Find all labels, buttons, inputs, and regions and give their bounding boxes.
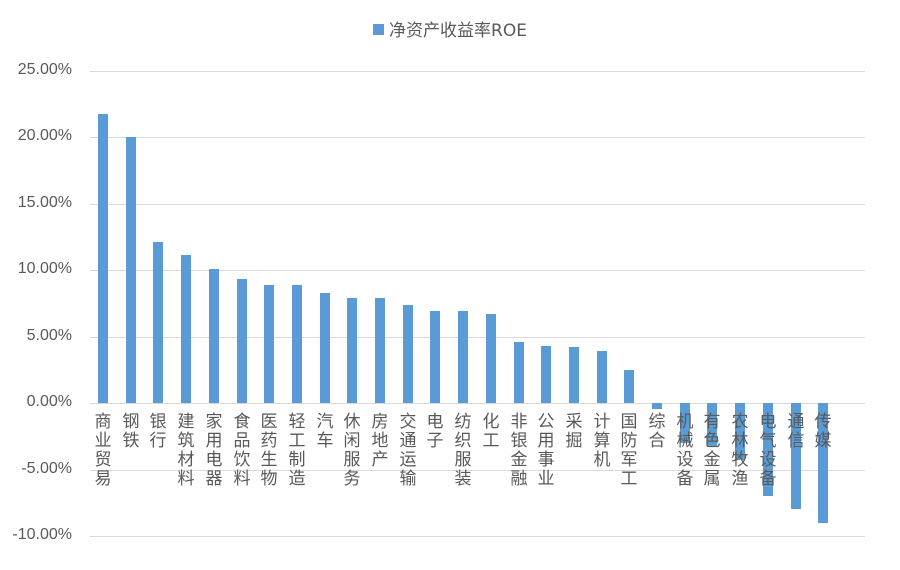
bar: [458, 311, 468, 403]
gridline: [90, 536, 865, 537]
bar: [209, 269, 219, 403]
gridline: [90, 337, 865, 338]
gridline: [90, 470, 865, 471]
x-category-label: 银行: [149, 412, 167, 451]
x-category-label: 化工: [482, 412, 500, 451]
bar: [126, 137, 136, 403]
bar: [514, 342, 524, 403]
y-tick-label: 0.00%: [26, 393, 72, 410]
bar: [652, 403, 662, 409]
y-tick-label: 5.00%: [26, 327, 72, 344]
x-category-label: 机械设备: [676, 412, 694, 489]
x-category-label: 纺织服装: [454, 412, 472, 489]
bar: [430, 311, 440, 403]
bar: [569, 347, 579, 403]
y-tick-label: 10.00%: [17, 260, 72, 277]
x-category-label: 传媒: [814, 412, 832, 451]
bar: [237, 279, 247, 403]
bar: [320, 293, 330, 403]
gridline: [90, 403, 865, 404]
bar: [264, 285, 274, 403]
y-tick-label: 15.00%: [17, 194, 72, 211]
x-category-label: 轻工制造: [288, 412, 306, 489]
gridline: [90, 71, 865, 72]
legend-label: 净资产收益率ROE: [389, 21, 527, 41]
x-category-label: 房地产: [371, 412, 389, 470]
y-tick-label: 20.00%: [17, 127, 72, 144]
x-category-label: 计算机: [593, 412, 611, 470]
y-tick-label: 25.00%: [17, 61, 72, 78]
bar: [98, 114, 108, 403]
x-category-label: 通信: [787, 412, 805, 451]
bar: [403, 305, 413, 403]
bar: [763, 403, 773, 496]
x-category-label: 农林牧渔: [731, 412, 749, 489]
x-category-label: 建筑材料: [177, 412, 195, 489]
bar: [735, 403, 745, 460]
x-category-label: 电气设备: [759, 412, 777, 489]
bar: [707, 403, 717, 447]
x-category-label: 有色金属: [703, 412, 721, 489]
bar: [181, 255, 191, 403]
x-category-label: 家用电器: [205, 412, 223, 489]
x-category-label: 钢铁: [122, 412, 140, 451]
bar: [541, 346, 551, 403]
x-category-label: 公用事业: [537, 412, 555, 489]
x-category-label: 电子: [426, 412, 444, 451]
bar: [153, 242, 163, 403]
gridline: [90, 270, 865, 271]
y-tick-label: -5.00%: [21, 460, 72, 477]
gridline: [90, 204, 865, 205]
legend: 净资产收益率ROE: [0, 16, 900, 41]
x-category-label: 休闲服务: [343, 412, 361, 489]
x-category-label: 医药生物: [260, 412, 278, 489]
x-category-label: 采掘: [565, 412, 583, 451]
bar: [375, 298, 385, 403]
bar: [292, 285, 302, 403]
gridline: [90, 137, 865, 138]
bar: [818, 403, 828, 523]
bar: [347, 298, 357, 403]
y-tick-label: -10.00%: [12, 526, 72, 543]
legend-swatch-icon: [373, 23, 385, 35]
bar: [680, 403, 690, 443]
bar: [597, 351, 607, 403]
x-category-label: 食品饮料: [233, 412, 251, 489]
x-category-label: 交通运输: [399, 412, 417, 489]
bar: [486, 314, 496, 403]
x-category-label: 综合: [648, 412, 666, 451]
x-category-label: 非银金融: [510, 412, 528, 489]
bar: [624, 370, 634, 403]
bar: [791, 403, 801, 509]
x-category-label: 汽车: [316, 412, 334, 451]
x-category-label: 商业贸易: [94, 412, 112, 489]
x-category-label: 国防军工: [620, 412, 638, 489]
